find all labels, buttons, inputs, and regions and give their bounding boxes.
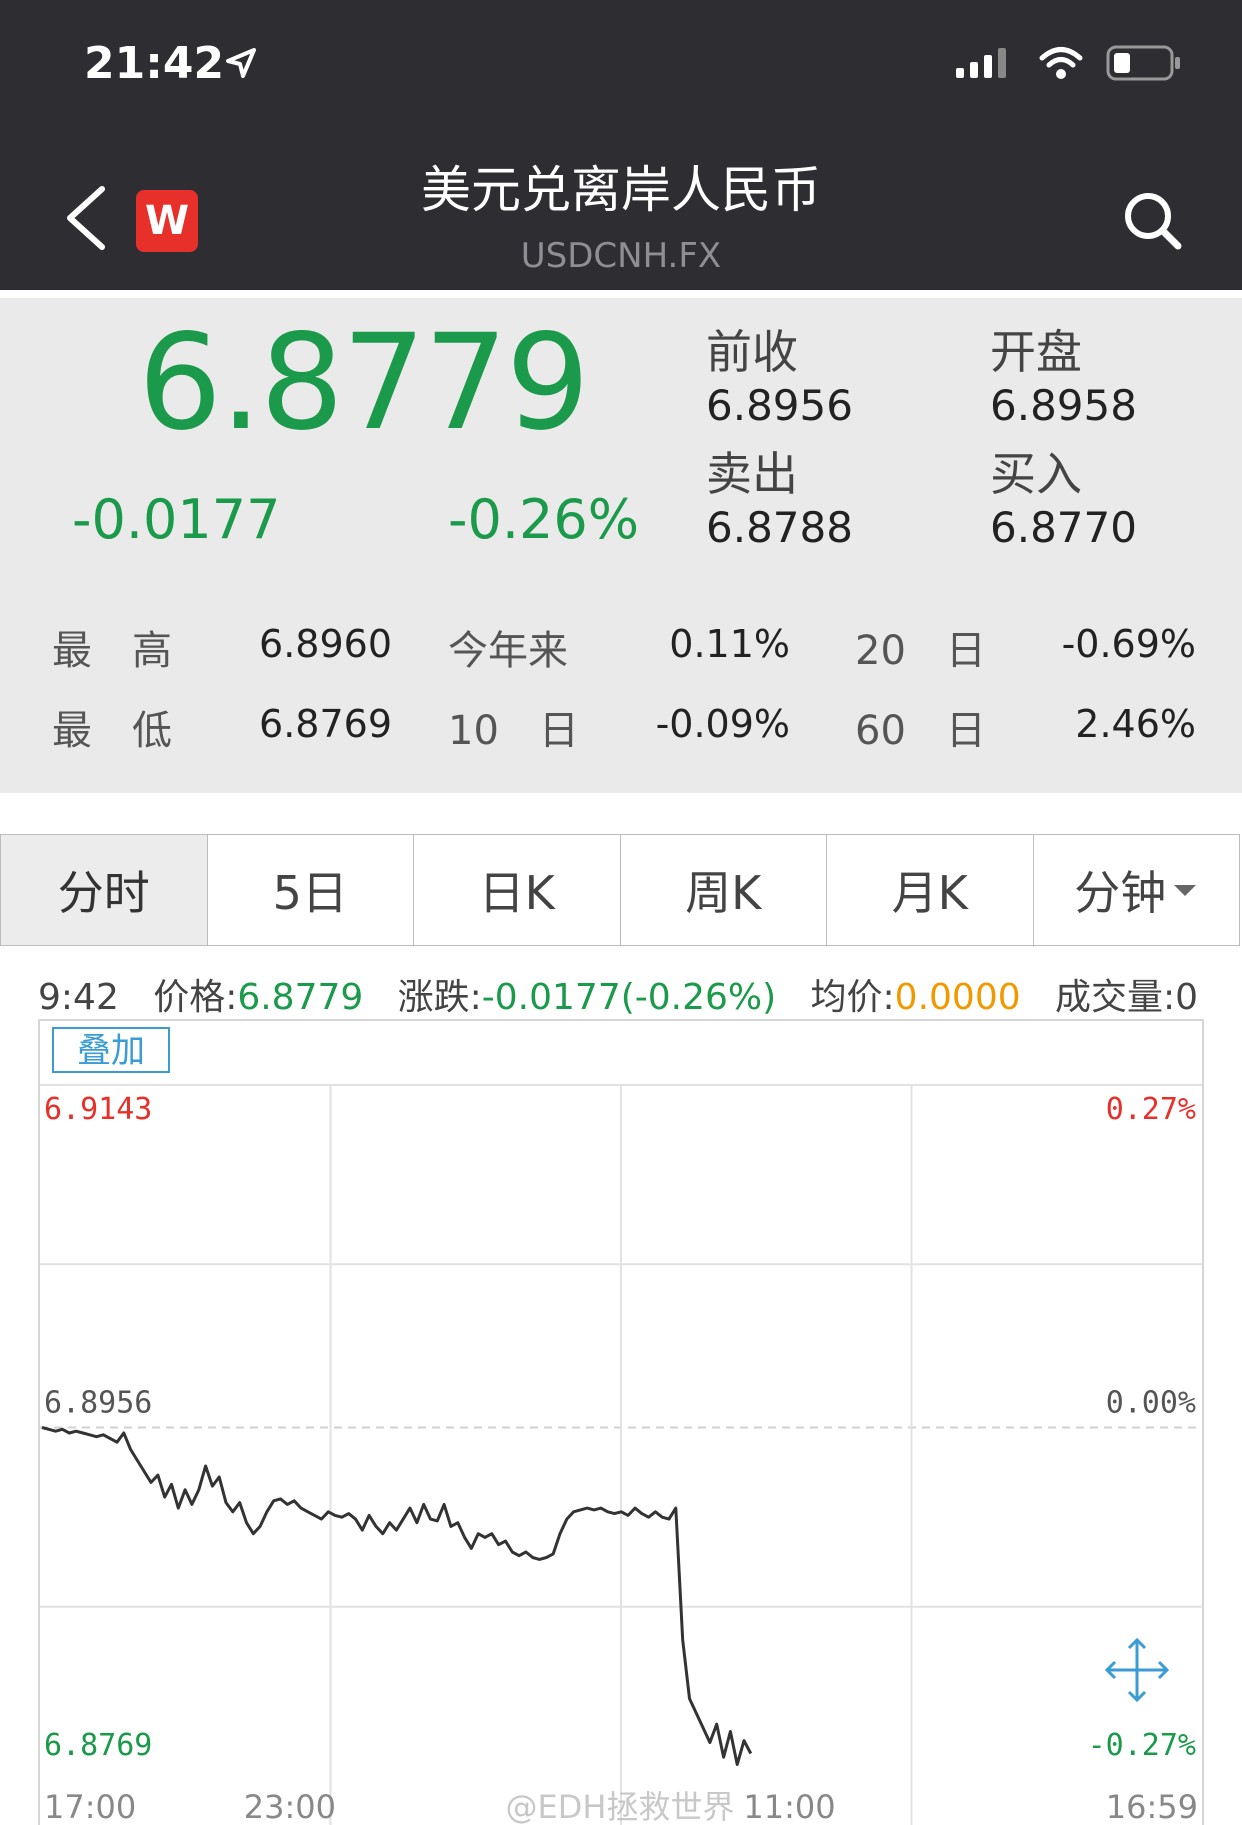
info-price-label: 价格: bbox=[153, 977, 238, 1018]
info-change: -0.0177(-0.26%) bbox=[481, 977, 777, 1018]
sell-label: 卖出 bbox=[706, 447, 798, 501]
tab-5day[interactable]: 5日 bbox=[207, 835, 414, 945]
tab-weekly-k[interactable]: 周K bbox=[620, 835, 827, 945]
d20-label: 20 日 bbox=[855, 628, 986, 674]
x-tick-label: 23:00 bbox=[244, 1788, 336, 1825]
watermark-text: @EDH拯救世界 bbox=[506, 1788, 735, 1825]
period-tabs: 分时 5日 日K 周K 月K 分钟 bbox=[0, 834, 1240, 946]
y-tick-label-left: 6.8769 bbox=[44, 1728, 152, 1763]
high-value: 6.8960 bbox=[259, 622, 392, 666]
y-tick-label-left: 6.9143 bbox=[44, 1092, 152, 1127]
x-tick-label: 16:59 bbox=[1106, 1788, 1198, 1825]
current-price: 6.8779 bbox=[138, 306, 590, 460]
info-change-label: 涨跌: bbox=[397, 977, 482, 1018]
info-price: 6.8779 bbox=[237, 977, 364, 1018]
chart-series bbox=[41, 1426, 753, 1766]
tab-daily-k[interactable]: 日K bbox=[414, 835, 621, 945]
open-value: 6.8958 bbox=[990, 381, 1137, 430]
y-tick-label-right: 0.27% bbox=[1106, 1092, 1196, 1127]
prev-close-value: 6.8956 bbox=[706, 381, 853, 430]
dropdown-caret-icon bbox=[1174, 885, 1197, 896]
y-tick-label-left: 6.8956 bbox=[44, 1386, 152, 1421]
d10-value: -0.09% bbox=[655, 702, 790, 746]
y-tick-label-right: 0.00% bbox=[1106, 1386, 1196, 1421]
high-label: 最 高 bbox=[52, 628, 172, 674]
d20-value: -0.69% bbox=[1061, 622, 1196, 666]
page-subtitle: USDCNH.FX bbox=[520, 236, 722, 276]
cellular-signal-icon bbox=[956, 48, 1006, 78]
overlay-button-label: 叠加 bbox=[77, 1031, 145, 1071]
chart-ticks: 6.9143 0.27% 6.8956 0.00% 6.8769 -0.27% 17:00 2… bbox=[44, 1092, 1198, 1825]
buy-block: 买入 6.8770 bbox=[990, 446, 1137, 554]
page-title: 美元兑离岸人民币 bbox=[421, 161, 821, 219]
d10-label: 10 日 bbox=[448, 708, 579, 754]
chart-frame bbox=[38, 1019, 1204, 1825]
buy-label: 买入 bbox=[990, 447, 1082, 501]
app-logo: W bbox=[136, 190, 198, 252]
info-volume: 0 bbox=[1175, 977, 1199, 1018]
tab-minute[interactable]: 分钟 bbox=[1033, 835, 1239, 945]
battery-icon bbox=[1106, 45, 1180, 81]
buy-value: 6.8770 bbox=[990, 503, 1137, 552]
overlay-button[interactable] bbox=[52, 1027, 170, 1073]
status-icons bbox=[956, 44, 1182, 82]
search-icon[interactable] bbox=[1122, 190, 1184, 252]
ytd-label: 今年来 bbox=[448, 628, 568, 674]
price-change-pct: -0.26% bbox=[448, 488, 640, 551]
back-arrow-icon[interactable] bbox=[62, 185, 108, 251]
prev-close-block: 前收 6.8956 bbox=[706, 324, 853, 432]
ytd-value: 0.11% bbox=[669, 622, 790, 666]
x-tick-label: 17:00 bbox=[44, 1788, 136, 1825]
sell-block: 卖出 6.8788 bbox=[706, 446, 853, 554]
expand-arrows-icon[interactable] bbox=[1104, 1637, 1170, 1703]
tab-intraday[interactable]: 分时 bbox=[1, 835, 208, 945]
intraday-chart: 叠加 6.9143 0.27% 6.8956 0.00% 6.8769 -0.27% 17:… bbox=[38, 1019, 1204, 1825]
prev-close-label: 前收 bbox=[706, 325, 798, 379]
tab-monthly-k[interactable]: 月K bbox=[827, 835, 1034, 945]
info-avg: 0.0000 bbox=[894, 977, 1021, 1018]
price-change: -0.0177 bbox=[72, 488, 281, 551]
info-volume-label: 成交量: bbox=[1054, 977, 1176, 1018]
low-value: 6.8769 bbox=[259, 702, 392, 746]
chart-grid bbox=[40, 1084, 1202, 1825]
location-arrow-icon bbox=[226, 48, 256, 78]
quote-panel: 6.8779 -0.0177 -0.26% 前收 6.8956 开盘 6.895… bbox=[0, 298, 1242, 793]
wifi-icon bbox=[1039, 47, 1083, 79]
tab-minute-label: 分钟 bbox=[1074, 866, 1167, 920]
app-header: 21:42 W 美元兑离岸人民币 USDCNH.FX bbox=[0, 0, 1242, 290]
sell-value: 6.8788 bbox=[706, 503, 853, 552]
d60-label: 60 日 bbox=[855, 708, 986, 754]
d60-value: 2.46% bbox=[1075, 702, 1196, 746]
x-tick-label: 11:00 bbox=[743, 1788, 835, 1825]
info-avg-label: 均价: bbox=[810, 977, 895, 1018]
price-line bbox=[41, 1426, 753, 1766]
y-tick-label-right: -0.27% bbox=[1088, 1728, 1196, 1763]
crosshair-info: 9:42 价格:6.8779 涨跌:-0.0177(-0.26%) 均价:0.0… bbox=[38, 968, 1198, 1020]
status-time: 21:42 bbox=[84, 38, 225, 89]
low-label: 最 低 bbox=[52, 708, 172, 754]
open-block: 开盘 6.8958 bbox=[990, 324, 1137, 432]
info-time: 9:42 bbox=[38, 977, 119, 1018]
open-label: 开盘 bbox=[990, 325, 1082, 379]
